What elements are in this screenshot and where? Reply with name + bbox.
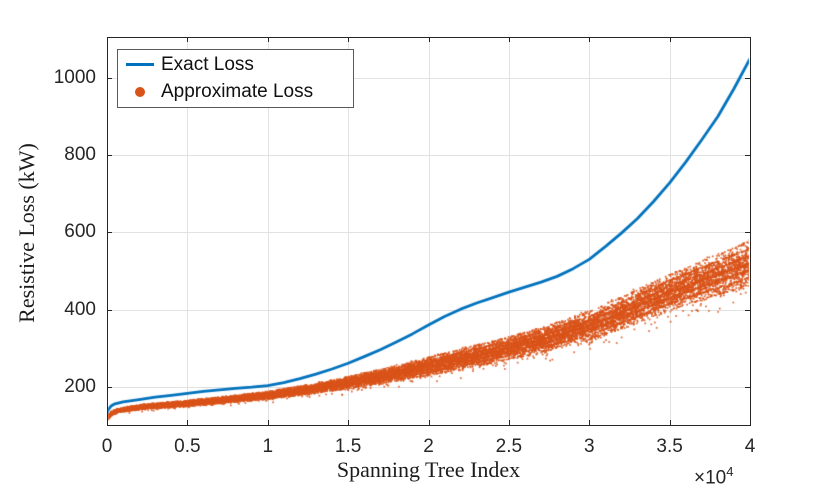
x-axis-exponent-label: ×104 <box>694 464 733 489</box>
x-tick-label: 2 <box>423 436 434 457</box>
x-tick-label: 0 <box>101 436 113 457</box>
legend-label: Exact Loss <box>161 53 254 75</box>
x-tick-label: 3.5 <box>656 436 683 457</box>
y-tick-label: 600 <box>64 221 96 243</box>
legend-label: Approximate Loss <box>161 81 314 103</box>
exponent-power: 4 <box>726 464 734 479</box>
x-tick-label: 1.5 <box>334 436 362 457</box>
y-tick-label: 400 <box>64 298 96 320</box>
y-tick-label: 1000 <box>53 66 96 88</box>
legend-entry-exact-loss: Exact Loss <box>118 52 353 78</box>
x-tick-label: 2.5 <box>495 436 523 457</box>
legend: Exact Loss Approximate Loss <box>117 49 354 108</box>
y-tick-label: 800 <box>64 144 96 166</box>
x-tick-label: 1 <box>262 436 274 457</box>
legend-dot-swatch <box>125 87 155 98</box>
x-tick-label: 3 <box>583 436 595 457</box>
y-tick-label: 200 <box>64 375 96 397</box>
x-tick-label: 4 <box>744 436 756 457</box>
exponent-base: ×10 <box>694 467 727 489</box>
x-tick-label: 0.5 <box>174 436 201 457</box>
orange-dot-icon <box>135 87 145 98</box>
blue-line-icon <box>126 63 154 67</box>
x-axis-label: Spanning Tree Index <box>336 457 521 482</box>
legend-line-swatch <box>125 63 155 67</box>
legend-entry-approximate-loss: Approximate Loss <box>118 79 353 105</box>
